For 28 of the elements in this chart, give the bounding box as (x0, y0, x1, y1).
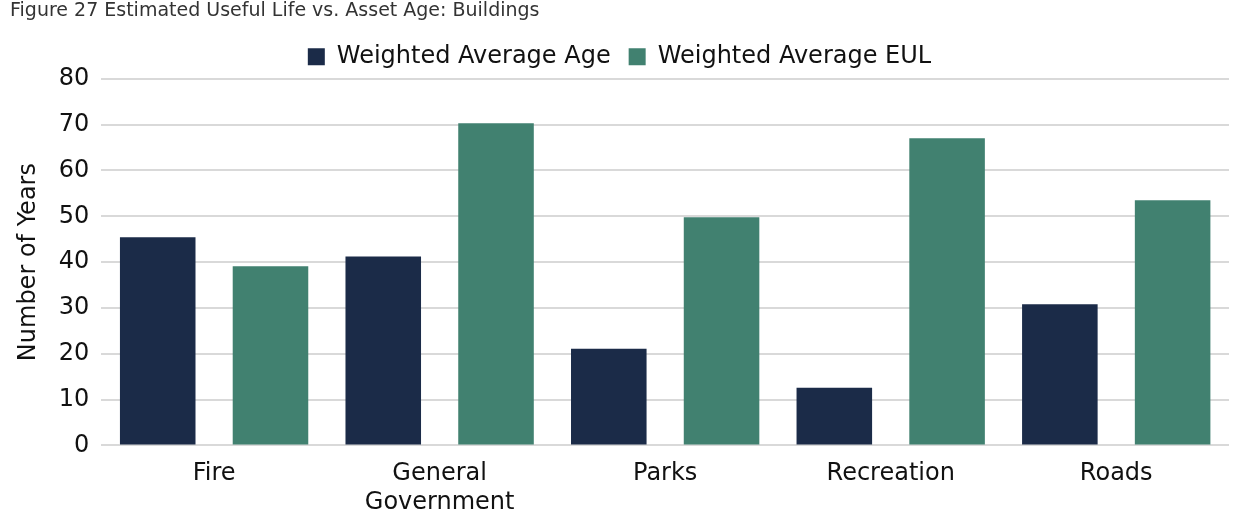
bar (458, 123, 534, 445)
legend-label: Weighted Average EUL (657, 41, 932, 70)
x-tick-label: Parks (632, 458, 698, 487)
y-tick-label: 60 (58, 154, 90, 183)
bar (119, 237, 196, 445)
bar (909, 138, 985, 445)
y-tick-label: 20 (58, 337, 90, 366)
chart-title: Figure 27 Estimated Useful Life vs. Asset Age: Buildings (10, 0, 540, 21)
bar (345, 256, 422, 445)
bar (571, 348, 647, 445)
y-axis-title: Number of Years (12, 163, 41, 362)
x-tick-label: Recreation (826, 458, 955, 487)
y-tick-label: 10 (58, 383, 90, 412)
bar (232, 266, 309, 445)
bar (796, 387, 873, 445)
x-tick-label: Roads (1079, 458, 1153, 487)
bar (1134, 200, 1211, 445)
x-tick-label: Fire (192, 458, 236, 487)
y-tick-label: 40 (58, 246, 90, 275)
y-tick-label: 70 (58, 108, 90, 137)
legend-label: Weighted Average Age (336, 41, 611, 70)
x-tick-label: General Government (364, 458, 515, 515)
y-tick-label: 30 (58, 292, 90, 321)
y-tick-label: 0 (74, 429, 90, 458)
bar (683, 217, 760, 445)
y-tick-label: 50 (58, 200, 90, 229)
bar (1022, 304, 1098, 445)
y-tick-label: 80 (58, 63, 90, 92)
